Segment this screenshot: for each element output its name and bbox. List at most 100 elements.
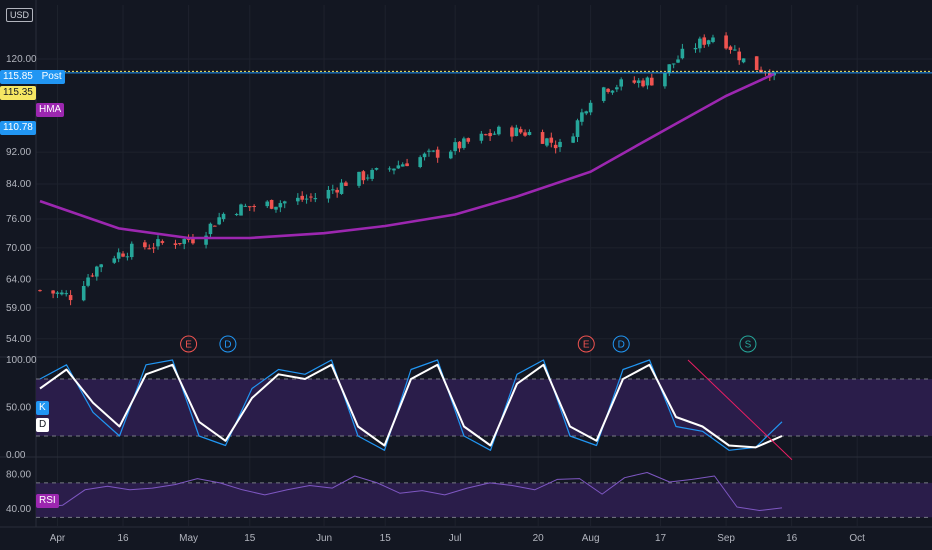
candle-body bbox=[405, 163, 409, 167]
candle-body bbox=[650, 77, 654, 86]
candle-body bbox=[243, 205, 248, 207]
candle-body bbox=[300, 195, 304, 200]
candle-body bbox=[741, 58, 746, 63]
candle-body bbox=[99, 264, 103, 268]
candle-body bbox=[90, 275, 95, 277]
candle-body bbox=[641, 80, 645, 87]
candle-body bbox=[558, 141, 562, 148]
candle-body bbox=[615, 87, 619, 90]
last-price-tag: 115.35 bbox=[0, 86, 36, 100]
hma-price-tag: 110.78 bbox=[0, 121, 36, 135]
event-marker-letter: E bbox=[185, 340, 192, 351]
candle-body bbox=[580, 112, 584, 122]
candle-body bbox=[282, 201, 287, 204]
candle-body bbox=[344, 182, 348, 186]
candle-body bbox=[418, 157, 422, 168]
candle-body bbox=[545, 138, 549, 146]
candle-body bbox=[702, 37, 707, 45]
x-tick-label: Jun bbox=[316, 533, 332, 544]
indicator-bands bbox=[36, 378, 932, 518]
candle-body bbox=[121, 253, 125, 257]
candle-body bbox=[274, 206, 278, 210]
candle-body bbox=[435, 149, 440, 158]
candle-body bbox=[86, 277, 90, 286]
candle-body bbox=[143, 242, 147, 248]
candle-body bbox=[116, 252, 121, 259]
x-tick-label: 20 bbox=[533, 533, 545, 544]
candle-body bbox=[514, 127, 519, 137]
event-marker-letter: D bbox=[618, 340, 625, 351]
candle-body bbox=[330, 189, 335, 191]
candle-body bbox=[156, 239, 160, 247]
y-tick-label: 70.00 bbox=[6, 243, 31, 254]
candle-body bbox=[693, 47, 698, 50]
hma-legend-tag: HMA bbox=[36, 103, 65, 117]
candle-body bbox=[247, 206, 252, 208]
post-price-label: Post bbox=[41, 71, 62, 82]
y-tick-label: 120.00 bbox=[6, 54, 37, 65]
candle-body bbox=[112, 258, 117, 263]
candle-body bbox=[457, 141, 462, 149]
candle-body bbox=[479, 133, 484, 141]
candle-body bbox=[357, 171, 361, 186]
y-tick-label: 59.00 bbox=[6, 303, 31, 314]
candle-body bbox=[728, 46, 733, 50]
candle-body bbox=[518, 129, 523, 133]
stoch-tick-label: 100.00 bbox=[6, 355, 37, 366]
rsi-tick-label: 40.00 bbox=[6, 504, 31, 515]
x-tick-label: 15 bbox=[244, 533, 256, 544]
candle-body bbox=[95, 266, 99, 277]
candle-body bbox=[676, 59, 680, 63]
candle-body bbox=[278, 203, 283, 208]
candle-body bbox=[488, 133, 492, 137]
candle-body bbox=[549, 137, 554, 143]
candle-body bbox=[698, 38, 702, 49]
candle-body bbox=[217, 217, 221, 225]
x-tick-label: 17 bbox=[655, 533, 667, 544]
candle-body bbox=[392, 168, 396, 171]
candle-body bbox=[663, 72, 667, 87]
event-marker-e bbox=[180, 335, 198, 353]
currency-badge[interactable]: USD bbox=[6, 8, 34, 22]
indicator-lines bbox=[36, 70, 932, 511]
candle-body bbox=[147, 248, 152, 250]
event-marker-letter: D bbox=[224, 340, 231, 351]
candle-body bbox=[365, 177, 370, 179]
post-price-tag: 115.85 Post bbox=[0, 70, 65, 84]
x-tick-label: Jul bbox=[449, 533, 462, 544]
candle-body bbox=[38, 290, 42, 292]
candle-body bbox=[265, 201, 270, 207]
candle-body bbox=[754, 56, 759, 71]
rsi-tick-label: 80.00 bbox=[6, 469, 31, 480]
trend-line bbox=[687, 359, 793, 461]
candle-body bbox=[680, 48, 685, 59]
hma-line bbox=[39, 72, 775, 240]
x-axis-labels: Apr 16 May 15 Jun 15 Jul 20 Aug 17 Sep 16 Oct bbox=[50, 533, 865, 544]
candle-body bbox=[182, 239, 187, 244]
candle-body bbox=[213, 225, 217, 227]
candle-body bbox=[510, 127, 514, 137]
event-marker-e bbox=[577, 335, 595, 353]
candle-body bbox=[448, 151, 453, 159]
x-tick-label: May bbox=[179, 533, 198, 544]
candle-body bbox=[610, 90, 615, 93]
y-tick-label: 92.00 bbox=[6, 147, 31, 158]
stoch-k-tag: K bbox=[36, 401, 49, 415]
y-axis-labels: 120.00 92.00 84.00 76.00 70.00 64.00 59.00 54.0… bbox=[6, 54, 37, 515]
candle-body bbox=[636, 80, 641, 84]
candle-body bbox=[208, 223, 213, 235]
candle-body bbox=[422, 153, 427, 158]
candle-body bbox=[632, 80, 637, 83]
candle-body bbox=[619, 79, 624, 87]
candle-body bbox=[671, 63, 676, 65]
candle-body bbox=[667, 64, 672, 74]
candle-body bbox=[606, 88, 610, 92]
candles bbox=[38, 32, 776, 306]
x-tick-label: Aug bbox=[582, 533, 600, 544]
candle-body bbox=[309, 196, 313, 198]
candle-body bbox=[711, 37, 715, 42]
candle-body bbox=[370, 169, 374, 179]
event-marker-letter: E bbox=[583, 340, 590, 351]
rsi-band-fill bbox=[36, 482, 932, 518]
